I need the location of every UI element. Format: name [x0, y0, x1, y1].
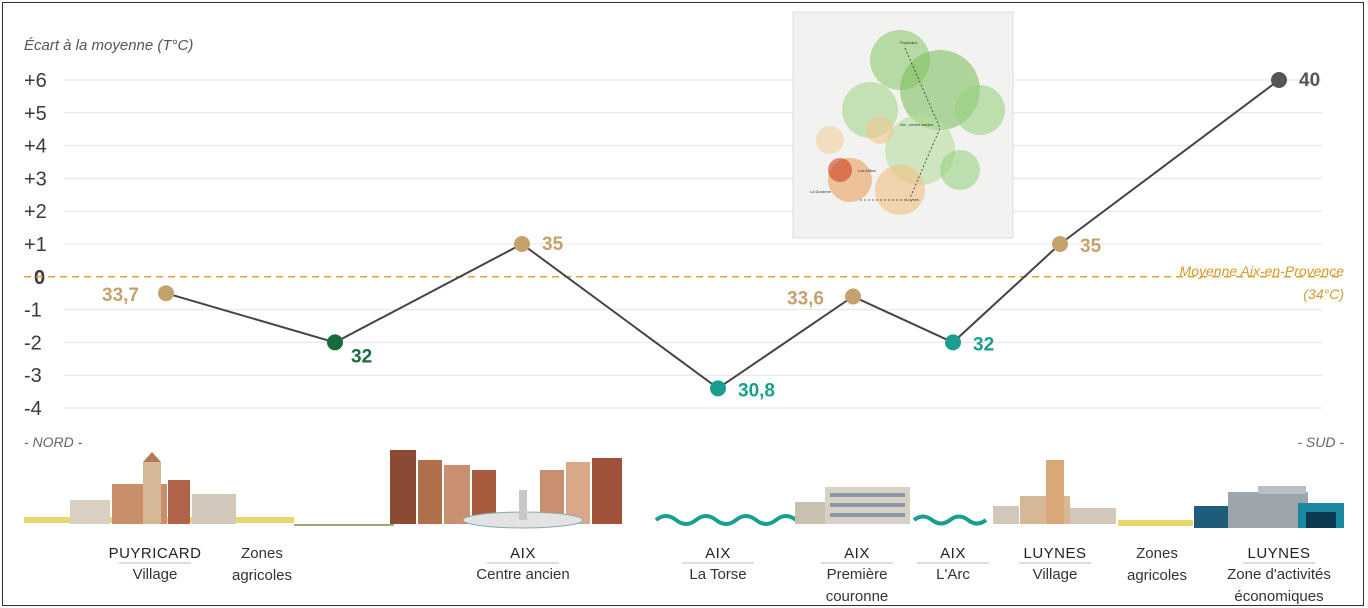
map-label: Luynes — [906, 197, 919, 202]
y-tick-label: -2 — [24, 332, 42, 354]
y-tick-label: -1 — [24, 300, 42, 322]
y-axis-label: Écart à la moyenne (T°C) — [24, 37, 193, 54]
location-subtitle: Zones — [241, 545, 283, 562]
data-label: 32 — [973, 334, 994, 355]
location-name: AIX — [940, 545, 966, 562]
map-inset: Puyricard Aix - centre ancien Les Milles… — [792, 11, 1014, 239]
data-series: 33,7 32 35 30,8 33,6 32 35 40 — [102, 70, 1320, 401]
location-subtitle: Village — [1033, 566, 1078, 583]
map-label: Les Milles — [858, 168, 876, 173]
location-subtitle: L'Arc — [936, 566, 970, 583]
average-sublabel: (34°C) — [1303, 286, 1344, 302]
data-point — [1052, 236, 1068, 252]
y-tick-label: +1 — [24, 234, 47, 256]
data-label: 30,8 — [738, 380, 775, 401]
river-arc-icon — [912, 514, 988, 526]
y-ticks: +6 +5 +4 +3 +2 +1 0 -1 -2 -3 -4 — [24, 70, 47, 420]
map-area — [816, 126, 844, 154]
location-subtitle-line2: couronne — [826, 588, 889, 605]
location-name: LUYNES — [1247, 545, 1310, 562]
landscape-strip — [24, 450, 1344, 529]
data-point — [1271, 72, 1287, 88]
y-tick-label: +3 — [24, 168, 47, 190]
map-label: Aix - centre ancien — [900, 122, 933, 127]
data-label: 33,6 — [787, 288, 824, 309]
direction-north: - NORD - — [24, 434, 83, 450]
grid-lines — [64, 79, 1322, 409]
map-area — [866, 116, 894, 144]
location-subtitle-line2: agricoles — [1127, 567, 1187, 584]
location-name: AIX — [705, 545, 731, 562]
map-area — [955, 85, 1005, 135]
y-tick-label: -4 — [24, 398, 42, 420]
data-point — [710, 380, 726, 397]
location-labels: PUYRICARD Village Zones agricoles AIX Centre … — [109, 545, 1331, 605]
village-icon — [70, 452, 236, 524]
map-label: Puyricard — [900, 40, 917, 45]
location-subtitle: Village — [133, 566, 178, 583]
location-subtitle: Zones — [1136, 545, 1178, 562]
location-subtitle-line2: agricoles — [232, 567, 292, 584]
location-subtitle: La Torse — [689, 566, 746, 583]
y-tick-label: 0 — [34, 267, 45, 289]
map-area — [940, 150, 980, 190]
location-name: AIX — [510, 545, 536, 562]
building-icon — [795, 487, 910, 524]
map-area — [828, 158, 852, 182]
location-subtitle: Première — [827, 566, 888, 583]
location-subtitle: Zone d'activités — [1227, 566, 1331, 583]
location-subtitle-line2: économiques — [1234, 588, 1323, 605]
y-tick-label: +5 — [24, 103, 47, 125]
data-label: 33,7 — [102, 285, 139, 306]
y-tick-label: -3 — [24, 365, 42, 387]
data-label: 40 — [1299, 70, 1320, 91]
data-point — [945, 334, 961, 351]
location-name: AIX — [844, 545, 870, 562]
river-torse-icon — [654, 514, 798, 526]
data-label: 35 — [542, 234, 564, 255]
old-town-icon — [390, 450, 622, 529]
series-line — [165, 79, 1280, 390]
location-name: LUYNES — [1023, 545, 1086, 562]
data-label: 32 — [351, 346, 372, 367]
data-point — [845, 288, 861, 305]
location-subtitle: Centre ancien — [476, 566, 569, 583]
data-point — [327, 334, 343, 351]
y-tick-label: +6 — [24, 70, 47, 92]
y-tick-label: +2 — [24, 201, 47, 223]
data-point — [158, 285, 174, 302]
location-name: PUYRICARD — [109, 545, 202, 562]
average-label: Moyenne Aix-en-Provence — [1180, 263, 1345, 279]
industrial-zone-icon — [1194, 486, 1344, 528]
direction-south: - SUD - — [1297, 434, 1344, 450]
data-label: 35 — [1080, 236, 1102, 257]
map-label: La Duranne — [810, 189, 832, 194]
map-area — [875, 165, 925, 215]
y-tick-label: +4 — [24, 136, 47, 158]
village-icon — [993, 460, 1116, 524]
data-point — [514, 236, 530, 252]
